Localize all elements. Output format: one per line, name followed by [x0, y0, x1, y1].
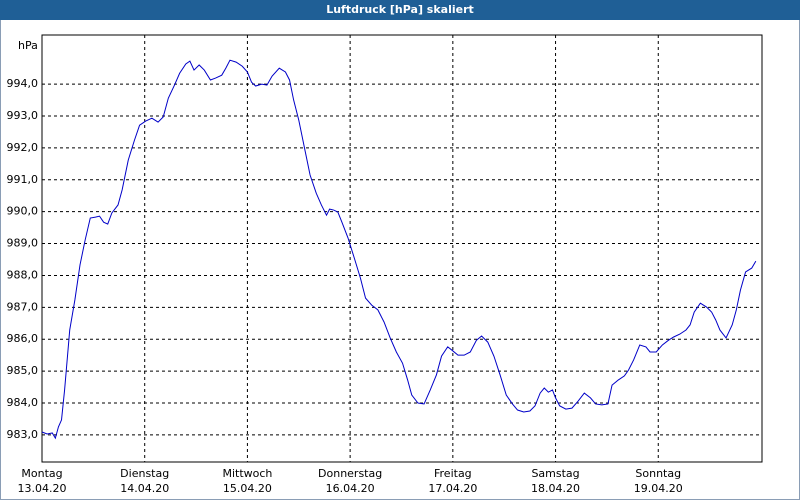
x-tick-day: Donnerstag [318, 467, 382, 480]
x-tick-date: 16.04.20 [326, 482, 375, 495]
y-tick-label: 983,0 [7, 428, 39, 441]
y-unit: hPa [18, 39, 38, 52]
title-bar [0, 0, 800, 20]
y-tick-label: 986,0 [7, 332, 39, 345]
x-tick-day: Sonntag [635, 467, 681, 480]
y-tick-label: 985,0 [7, 364, 39, 377]
x-tick-date: 14.04.20 [120, 482, 169, 495]
x-tick-day: Mittwoch [222, 467, 272, 480]
y-tick-label: 994,0 [7, 77, 39, 90]
x-tick-day: Dienstag [120, 467, 169, 480]
y-tick-label: 987,0 [7, 300, 39, 313]
x-tick-date: 13.04.20 [18, 482, 67, 495]
chart-title: Luftdruck [hPa] skaliert [326, 3, 474, 16]
x-tick-date: 19.04.20 [634, 482, 683, 495]
y-tick-label: 992,0 [7, 141, 39, 154]
y-tick-label: 984,0 [7, 396, 39, 409]
line [41, 59, 757, 440]
plot-border [41, 34, 763, 463]
x-tick-day: Freitag [434, 467, 472, 480]
y-tick-label: 990,0 [7, 205, 39, 218]
y-tick-label: 991,0 [7, 173, 39, 186]
x-tick-date: 17.04.20 [428, 482, 477, 495]
y-tick-label: 988,0 [7, 268, 39, 281]
y-tick-label: 993,0 [7, 109, 39, 122]
x-tick-date: 18.04.20 [531, 482, 580, 495]
x-tick-date: 15.04.20 [223, 482, 272, 495]
x-tick-day: Montag [21, 467, 62, 480]
y-tick-label: 989,0 [7, 237, 39, 250]
x-tick-day: Samstag [531, 467, 579, 480]
